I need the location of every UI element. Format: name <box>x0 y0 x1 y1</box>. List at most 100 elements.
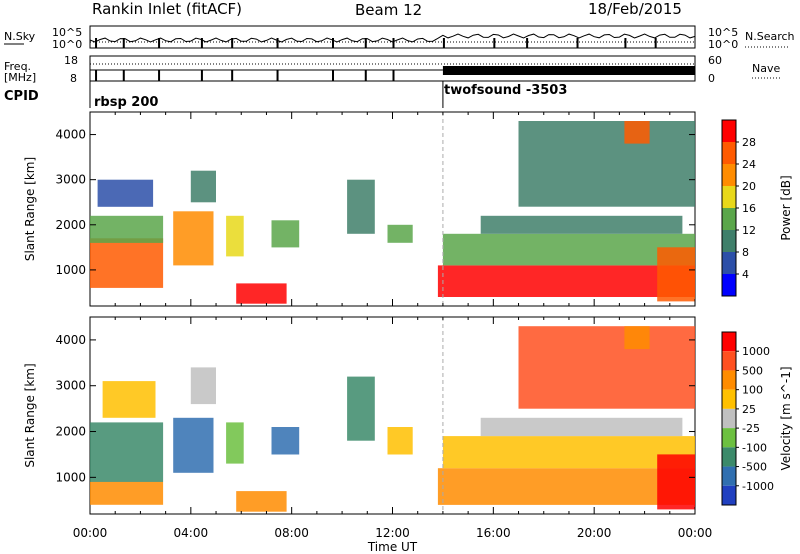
velocity-region-9 <box>387 427 413 455</box>
cpid-label: CPID <box>4 89 39 104</box>
velocity-region-7 <box>271 427 300 455</box>
velocity-colorbar-swatch <box>722 370 736 390</box>
power-ytick-label: 2000 <box>55 218 86 232</box>
power-colorbar-swatch <box>722 274 736 296</box>
power-region-11 <box>442 233 695 266</box>
power-ytick-label: 3000 <box>55 173 86 187</box>
velocity-ytick-label: 2000 <box>55 425 86 439</box>
velocity-ytick-label: 4000 <box>55 333 86 347</box>
nave-tick-high: 60 <box>708 54 722 67</box>
nsky-gap-marker <box>624 38 627 48</box>
velocity-region-5 <box>226 422 244 464</box>
power-ytick-label: 1000 <box>55 263 86 277</box>
nsearch-tick-low: 10^0 <box>708 38 739 51</box>
power-region-6 <box>236 283 287 304</box>
nsky-gap-marker <box>364 38 367 48</box>
nsky-gap-marker <box>95 38 98 48</box>
power-ytick-label: 4000 <box>55 128 86 142</box>
freq-tick-high: 18 <box>64 54 78 67</box>
xtick-label: 04:00 <box>174 526 209 540</box>
velocity-colorbar-swatch <box>722 428 736 448</box>
velocity-colorbar-tick-label: -500 <box>742 461 767 474</box>
power-region-12 <box>480 215 683 234</box>
power-colorbar-swatch <box>722 186 736 208</box>
xtick-label: 16:00 <box>476 526 511 540</box>
nsky-gap-marker <box>231 38 234 48</box>
velocity-colorbar-tick-label: -1000 <box>742 480 774 493</box>
nsky-gap-marker <box>576 38 579 48</box>
power-colorbar-tick-label: 4 <box>742 268 749 281</box>
velocity-region-13 <box>518 326 695 409</box>
velocity-region-6 <box>236 491 287 512</box>
power-colorbar-tick-label: 28 <box>742 136 756 149</box>
velocity-colorbar-tick-label: -100 <box>742 441 767 454</box>
cpid-segment-1: rbsp 200 <box>94 95 159 110</box>
nsky-tick-high: 10^5 <box>52 26 83 39</box>
velocity-colorbar-swatch <box>722 389 736 409</box>
nsky-gap-marker <box>442 38 445 48</box>
freq-gap-marker <box>332 70 334 81</box>
nsky-gap-marker <box>200 38 203 48</box>
velocity-colorbar-swatch <box>722 466 736 486</box>
freq-label: Freq. <box>4 60 32 73</box>
power-region-2 <box>97 179 154 207</box>
nave-label: Nave <box>752 62 781 75</box>
xtick-label: 20:00 <box>577 526 612 540</box>
power-colorbar-swatch <box>722 230 736 252</box>
nsearch-tick-high: 10^5 <box>708 26 739 39</box>
velocity-colorbar-swatch <box>722 351 736 371</box>
power-colorbar-swatch <box>722 120 736 142</box>
xtick-label: 00:00 <box>678 526 713 540</box>
power-colorbar-swatch <box>722 208 736 230</box>
velocity-colorbar-tick-label: 500 <box>742 364 763 377</box>
power-ylabel: Slant Range [km] <box>23 157 37 261</box>
freq-gap-marker <box>95 70 98 81</box>
freq-gap-marker <box>392 70 395 81</box>
nsky-tick-low: 10^0 <box>52 38 83 51</box>
power-colorbar-tick-label: 24 <box>742 158 756 171</box>
power-colorbar-swatch <box>722 164 736 186</box>
freq-block-late <box>442 66 695 75</box>
xtick-label: 08:00 <box>274 526 309 540</box>
freq-gap-marker <box>364 70 367 81</box>
power-region-5 <box>226 215 244 257</box>
velocity-region-14 <box>624 326 650 350</box>
freq-gap-marker <box>158 70 161 81</box>
nsky-gap-marker <box>276 38 279 48</box>
power-region-0 <box>90 238 164 288</box>
velocity-region-12 <box>480 417 683 437</box>
power-colorbar-label: Power [dB] <box>779 175 793 240</box>
velocity-region-4 <box>190 367 216 405</box>
nsky-gap-marker <box>332 38 334 48</box>
velocity-region-15 <box>657 454 695 510</box>
velocity-ylabel: Slant Range [km] <box>23 363 37 467</box>
velocity-region-10 <box>437 468 695 505</box>
velocity-colorbar-frame <box>721 331 737 506</box>
power-colorbar-swatch <box>722 142 736 164</box>
velocity-region-3 <box>173 417 214 473</box>
power-region-8 <box>347 179 375 234</box>
power-region-10 <box>437 265 695 297</box>
power-region-3 <box>173 211 214 266</box>
nsky-label: N.Sky <box>4 30 36 43</box>
power-region-9 <box>387 224 413 243</box>
velocity-colorbar-tick-label: 1000 <box>742 345 770 358</box>
power-region-4 <box>190 170 216 203</box>
velocity-region-11 <box>442 436 695 469</box>
nsky-gap-marker <box>493 38 496 48</box>
power-colorbar-tick-label: 8 <box>742 246 749 259</box>
power-region-14 <box>624 121 650 144</box>
xtick-label: 12:00 <box>375 526 410 540</box>
velocity-region-1 <box>90 481 164 505</box>
nave-tick-low: 0 <box>708 72 715 85</box>
freq-gap-marker <box>231 70 234 81</box>
power-colorbar-tick-label: 20 <box>742 180 756 193</box>
power-colorbar-tick-label: 16 <box>742 202 756 215</box>
velocity-ytick-label: 1000 <box>55 470 86 484</box>
velocity-colorbar-tick-label: -25 <box>742 422 760 435</box>
velocity-region-0 <box>90 422 164 482</box>
velocity-colorbar-swatch <box>722 332 736 352</box>
freq-gap-marker <box>276 70 279 81</box>
xlabel: Time UT <box>367 540 418 554</box>
